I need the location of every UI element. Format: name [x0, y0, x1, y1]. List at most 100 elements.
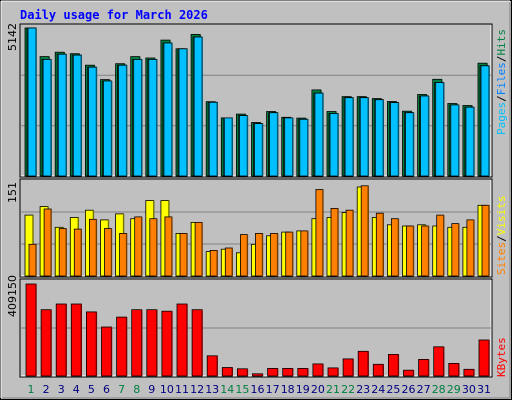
day-label: 25 [386, 383, 400, 396]
day-label: 13 [205, 383, 219, 396]
day-label: 11 [175, 383, 189, 396]
day-label: 3 [58, 383, 65, 396]
day-label: 23 [356, 383, 370, 396]
kbytes-bar [403, 369, 414, 377]
kbytes-bar [55, 303, 67, 377]
sites-bar [164, 216, 173, 277]
pages-bar [374, 99, 384, 177]
kbytes-bar [146, 309, 158, 377]
day-label: 31 [477, 383, 491, 396]
day-label: 27 [417, 383, 431, 396]
kbytes-bar [433, 346, 445, 377]
pages-bar [389, 102, 399, 177]
sites-bar [375, 212, 384, 277]
sites-bar [481, 204, 490, 277]
day-label: 17 [266, 383, 280, 396]
sites-bar [451, 223, 460, 277]
kbytes-bar [478, 339, 490, 377]
kbytes-bar [131, 309, 143, 377]
day-label: 19 [296, 383, 310, 396]
sites-bar [73, 228, 82, 277]
kbytes-bar [206, 355, 218, 377]
pages-bar [208, 101, 218, 177]
day-label: 15 [235, 383, 249, 396]
legend-sites: Sites [495, 242, 508, 275]
kbytes-bar [176, 303, 188, 377]
kbytes-bar [418, 358, 430, 377]
kbytes-panel [19, 278, 493, 378]
sites-bar [436, 214, 445, 277]
pages-bar [163, 42, 173, 177]
day-label: 30 [462, 383, 476, 396]
sites-bar [179, 232, 188, 277]
legend-visits: Visits [495, 196, 508, 236]
pages-bar [223, 117, 233, 177]
sites-bar [330, 207, 339, 277]
day-label: 26 [402, 383, 416, 396]
legend-kbytes: KBytes [495, 337, 508, 377]
day-label: 18 [281, 383, 295, 396]
kbytes-bar [236, 368, 248, 377]
day-label: 2 [43, 383, 50, 396]
kbytes-ymax-label: 409150 [6, 275, 19, 317]
kbytes-bar [116, 316, 127, 377]
kbytes-bar [282, 367, 294, 377]
chart-title: Daily usage for March 2026 [20, 8, 208, 22]
pages-bar [465, 106, 475, 177]
kbytes-bar [252, 373, 263, 377]
sites-bar [28, 243, 37, 277]
pages-bar [42, 59, 52, 177]
pages-bar [435, 82, 445, 177]
pages-bar [178, 48, 188, 177]
legend-files: Files [495, 62, 508, 95]
day-label: 5 [88, 383, 95, 396]
sites-bar [89, 218, 97, 277]
sites-bar [390, 218, 399, 277]
pages-bar [329, 113, 339, 177]
kbytes-bars [25, 283, 490, 377]
visits-legend: Sites/Visits [495, 196, 508, 276]
legend-pages: Pages [495, 102, 508, 135]
kbytes-bar [40, 309, 52, 377]
day-label: 14 [220, 383, 234, 396]
sites-bar [149, 218, 158, 277]
kbytes-bar [161, 310, 173, 377]
sites-bar [209, 249, 218, 277]
day-label: 16 [251, 383, 265, 396]
sites-bar [466, 219, 475, 277]
pages-bar [344, 97, 354, 177]
visits-bars [24, 185, 490, 277]
pages-bar [238, 115, 248, 177]
sites-bar [239, 234, 248, 277]
pages-bar [450, 104, 460, 177]
day-label: 9 [148, 383, 155, 396]
pages-bar [133, 59, 143, 177]
sites-bar [285, 231, 294, 277]
kbytes-bar [267, 367, 279, 377]
sites-bar [58, 228, 67, 277]
kbytes-bar [448, 362, 460, 377]
visits-ymax-label: 151 [6, 182, 19, 203]
sites-bar [360, 185, 369, 277]
kbytes-bar [342, 358, 354, 377]
sites-bar [406, 225, 414, 277]
kbytes-bar [101, 326, 112, 377]
kbytes-bar [463, 368, 475, 377]
day-label: 7 [118, 383, 125, 396]
pages-bar [193, 36, 203, 177]
day-label: 29 [447, 383, 461, 396]
sites-bar [43, 208, 52, 277]
pages-bar [57, 53, 67, 177]
sites-bar [300, 230, 309, 277]
hits-bars [24, 27, 490, 177]
kbytes-bar [312, 363, 324, 377]
sites-bar [345, 209, 354, 277]
kbytes-bar [327, 367, 339, 377]
sites-bar [134, 216, 143, 277]
kbytes-bar [86, 311, 97, 377]
pages-bar [420, 95, 430, 177]
visits-panel [19, 178, 493, 278]
kbytes-bar [70, 303, 82, 377]
sites-bar [255, 232, 263, 277]
